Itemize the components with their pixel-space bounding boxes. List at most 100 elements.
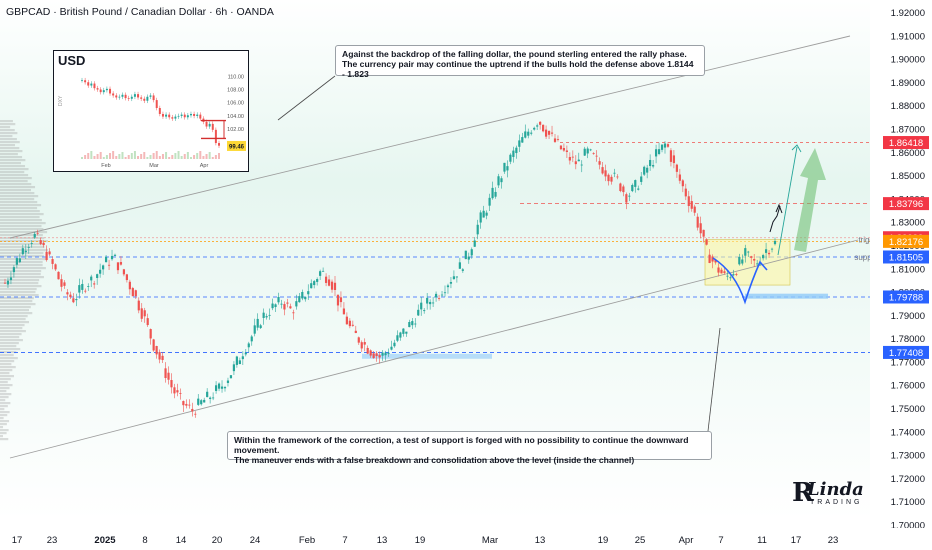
- price-badge-label: 1.83796: [889, 199, 923, 210]
- volume-profile-bar: [0, 309, 29, 312]
- volume-profile-bar: [0, 399, 6, 402]
- logo-name: Linda: [807, 479, 864, 500]
- candle-body: [212, 397, 215, 399]
- candle-body: [756, 263, 759, 265]
- candle-body: [93, 283, 96, 285]
- price-tick-label: 1.86000: [891, 148, 925, 159]
- candle-body: [467, 256, 470, 260]
- candle-body: [414, 323, 417, 325]
- candle-body: [36, 232, 39, 234]
- candle-body: [90, 276, 93, 281]
- time-tick-label: 25: [635, 535, 646, 546]
- price-tick-label: 1.77000: [891, 357, 925, 368]
- time-tick-label: 24: [250, 535, 261, 546]
- candle-body: [155, 346, 158, 355]
- volume-profile-bar: [0, 390, 7, 393]
- price-badge: [883, 197, 929, 211]
- candle-body: [170, 380, 173, 388]
- candle-body: [375, 353, 378, 357]
- volume-profile-bar: [0, 144, 16, 147]
- volume-profile-bar: [0, 141, 20, 144]
- candle-body: [319, 271, 322, 276]
- candle-body: [711, 256, 714, 262]
- candle-body: [628, 195, 631, 197]
- usd-inset-chart: USD 110.00 108.00 106.00 104.00 102.00 Feb Mar…: [53, 50, 249, 172]
- time-tick-label: 14: [176, 535, 187, 546]
- candle-body: [539, 121, 542, 125]
- time-tick-label: 17: [791, 535, 802, 546]
- candle-body: [455, 276, 458, 278]
- volume-profile-bar: [0, 120, 13, 123]
- candle-body: [96, 274, 99, 278]
- candle-body: [354, 330, 357, 334]
- volume-profile-bar: [0, 267, 46, 270]
- inset-volume-bar: [105, 155, 108, 159]
- candle-body: [452, 276, 456, 280]
- inset-volume-bar: [109, 153, 112, 159]
- candle-body: [595, 155, 598, 157]
- volume-profile-bar: [0, 432, 7, 435]
- candle-body: [298, 296, 301, 303]
- candle-body: [342, 308, 346, 315]
- inset-plot: 110.00 108.00 106.00 104.00 102.00 Feb Mar Apr D…: [58, 74, 246, 169]
- candle-body: [265, 316, 268, 318]
- candle-body: [488, 197, 491, 206]
- price-badge-label: 1.79788: [889, 292, 923, 303]
- volume-profile-bar: [0, 297, 34, 300]
- price-badge: [883, 290, 929, 304]
- candle-body: [690, 201, 693, 209]
- candle-body: [384, 352, 387, 356]
- inset-candle-body: [105, 88, 108, 91]
- inset-volume-bar: [149, 155, 152, 159]
- inset-title: USD: [58, 53, 86, 68]
- volume-profile-bar: [0, 342, 19, 345]
- volume-profile-bar: [0, 429, 9, 432]
- candle-body: [408, 322, 411, 328]
- annotation-correction: Within the framework of the correction, …: [227, 431, 712, 465]
- inset-candle-body: [96, 88, 99, 90]
- candle-body: [672, 155, 676, 164]
- inset-time-tick: Feb: [101, 163, 110, 169]
- candle-body: [735, 274, 738, 275]
- candle-body: [461, 269, 464, 271]
- candle-body: [553, 138, 557, 142]
- candle-body: [770, 248, 774, 250]
- candle-body: [203, 399, 206, 403]
- candle-body: [119, 262, 123, 265]
- price-badge: [883, 234, 929, 248]
- projection-layer: [712, 144, 826, 305]
- candle-body: [565, 150, 568, 152]
- volume-profile-bar: [0, 321, 30, 324]
- candle-body: [66, 292, 69, 295]
- inset-volume-bar: [152, 153, 155, 159]
- volume-profile-bar: [0, 330, 26, 333]
- volume-profile-bar: [0, 168, 29, 171]
- volume-profile-bar: [0, 291, 36, 294]
- candle-body: [229, 375, 233, 379]
- candle-body: [125, 274, 128, 281]
- candle-body: [527, 131, 530, 136]
- volume-profile-bar: [0, 318, 26, 321]
- candle-body: [396, 335, 399, 341]
- candle-body: [197, 398, 200, 405]
- inset-candle-body: [102, 90, 105, 93]
- candle-body: [479, 212, 482, 223]
- volume-profile-bar: [0, 282, 39, 285]
- candle-body: [357, 337, 360, 343]
- candle-body: [283, 304, 286, 310]
- price-tick-label: 1.78000: [891, 334, 925, 345]
- candle-body: [494, 191, 497, 197]
- candle-body: [649, 159, 652, 167]
- price-tick-label: 1.90000: [891, 55, 925, 66]
- candle-body: [476, 224, 479, 235]
- price-tick-label: 1.72000: [891, 474, 925, 485]
- inset-volume-bar: [127, 155, 130, 159]
- candle-body: [146, 318, 149, 326]
- volume-profile-bar: [0, 195, 39, 198]
- inset-volume-bar: [180, 156, 183, 159]
- inset-volume-bar: [205, 154, 208, 159]
- time-tick-label: 11: [757, 535, 767, 546]
- candle-body: [732, 274, 735, 276]
- candle-body: [622, 186, 625, 193]
